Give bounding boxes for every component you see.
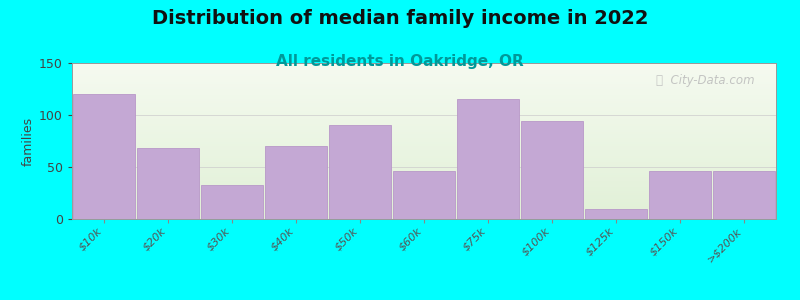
Bar — [72, 85, 776, 86]
Bar — [73, 94, 135, 219]
Bar — [72, 168, 776, 170]
Bar — [72, 75, 776, 76]
Bar — [72, 163, 776, 164]
Bar — [521, 121, 583, 219]
Bar — [72, 202, 776, 203]
Y-axis label: families: families — [22, 116, 35, 166]
Bar — [72, 139, 776, 141]
Bar — [72, 65, 776, 67]
Bar — [72, 145, 776, 147]
Bar — [649, 171, 711, 219]
Bar — [72, 135, 776, 137]
Bar — [201, 185, 263, 219]
Bar — [72, 176, 776, 178]
Bar — [72, 80, 776, 83]
Bar — [585, 208, 647, 219]
Bar — [72, 90, 776, 92]
Bar — [72, 92, 776, 94]
Bar — [72, 119, 776, 122]
Bar — [72, 213, 776, 215]
Bar — [72, 153, 776, 154]
Bar — [72, 184, 776, 186]
Bar — [72, 82, 776, 84]
Bar — [72, 200, 776, 202]
Bar — [72, 160, 776, 162]
Bar — [72, 186, 776, 188]
Bar — [393, 171, 455, 219]
Bar — [72, 100, 776, 102]
Bar — [72, 172, 776, 174]
Bar — [72, 108, 776, 110]
Bar — [72, 141, 776, 143]
Bar — [72, 209, 776, 211]
Bar — [457, 99, 519, 219]
Bar — [72, 207, 776, 209]
Bar — [72, 133, 776, 135]
Bar — [72, 178, 776, 180]
Bar — [72, 96, 776, 98]
Bar — [72, 203, 776, 205]
Bar — [72, 98, 776, 100]
Bar — [72, 155, 776, 157]
Bar — [72, 125, 776, 127]
Bar — [72, 190, 776, 192]
Bar — [72, 102, 776, 104]
Bar — [72, 149, 776, 151]
Bar — [72, 188, 776, 190]
Text: ⓘ  City-Data.com: ⓘ City-Data.com — [656, 74, 755, 87]
Bar — [72, 151, 776, 153]
Text: Distribution of median family income in 2022: Distribution of median family income in … — [152, 9, 648, 28]
Bar — [72, 88, 776, 90]
Bar — [72, 110, 776, 112]
Bar — [72, 104, 776, 106]
Bar — [72, 112, 776, 114]
Bar — [72, 118, 776, 119]
Bar — [72, 143, 776, 145]
Bar — [713, 171, 775, 219]
Bar — [72, 137, 776, 139]
Bar — [72, 116, 776, 118]
Bar — [72, 180, 776, 182]
Bar — [72, 194, 776, 196]
Text: All residents in Oakridge, OR: All residents in Oakridge, OR — [276, 54, 524, 69]
Bar — [72, 122, 776, 124]
Bar — [72, 166, 776, 168]
Bar — [329, 125, 391, 219]
Bar — [72, 158, 776, 160]
Bar — [72, 205, 776, 207]
Bar — [72, 114, 776, 116]
Bar — [72, 124, 776, 125]
Bar — [72, 106, 776, 108]
Bar — [72, 86, 776, 88]
Bar — [72, 215, 776, 217]
Bar — [72, 217, 776, 219]
Bar — [72, 94, 776, 96]
Bar — [72, 211, 776, 213]
Bar — [72, 182, 776, 184]
Bar — [72, 73, 776, 75]
Bar — [72, 76, 776, 79]
Bar — [72, 69, 776, 71]
Bar — [72, 196, 776, 197]
Bar — [265, 146, 327, 219]
Bar — [72, 129, 776, 131]
Bar — [72, 67, 776, 69]
Bar — [72, 63, 776, 65]
Bar — [72, 71, 776, 73]
Bar — [72, 164, 776, 166]
Bar — [137, 148, 199, 219]
Bar — [72, 157, 776, 158]
Bar — [72, 170, 776, 172]
Bar — [72, 197, 776, 200]
Bar — [72, 147, 776, 149]
Bar — [72, 192, 776, 194]
Bar — [72, 174, 776, 176]
Bar — [72, 127, 776, 129]
Bar — [72, 131, 776, 133]
Bar — [72, 79, 776, 80]
